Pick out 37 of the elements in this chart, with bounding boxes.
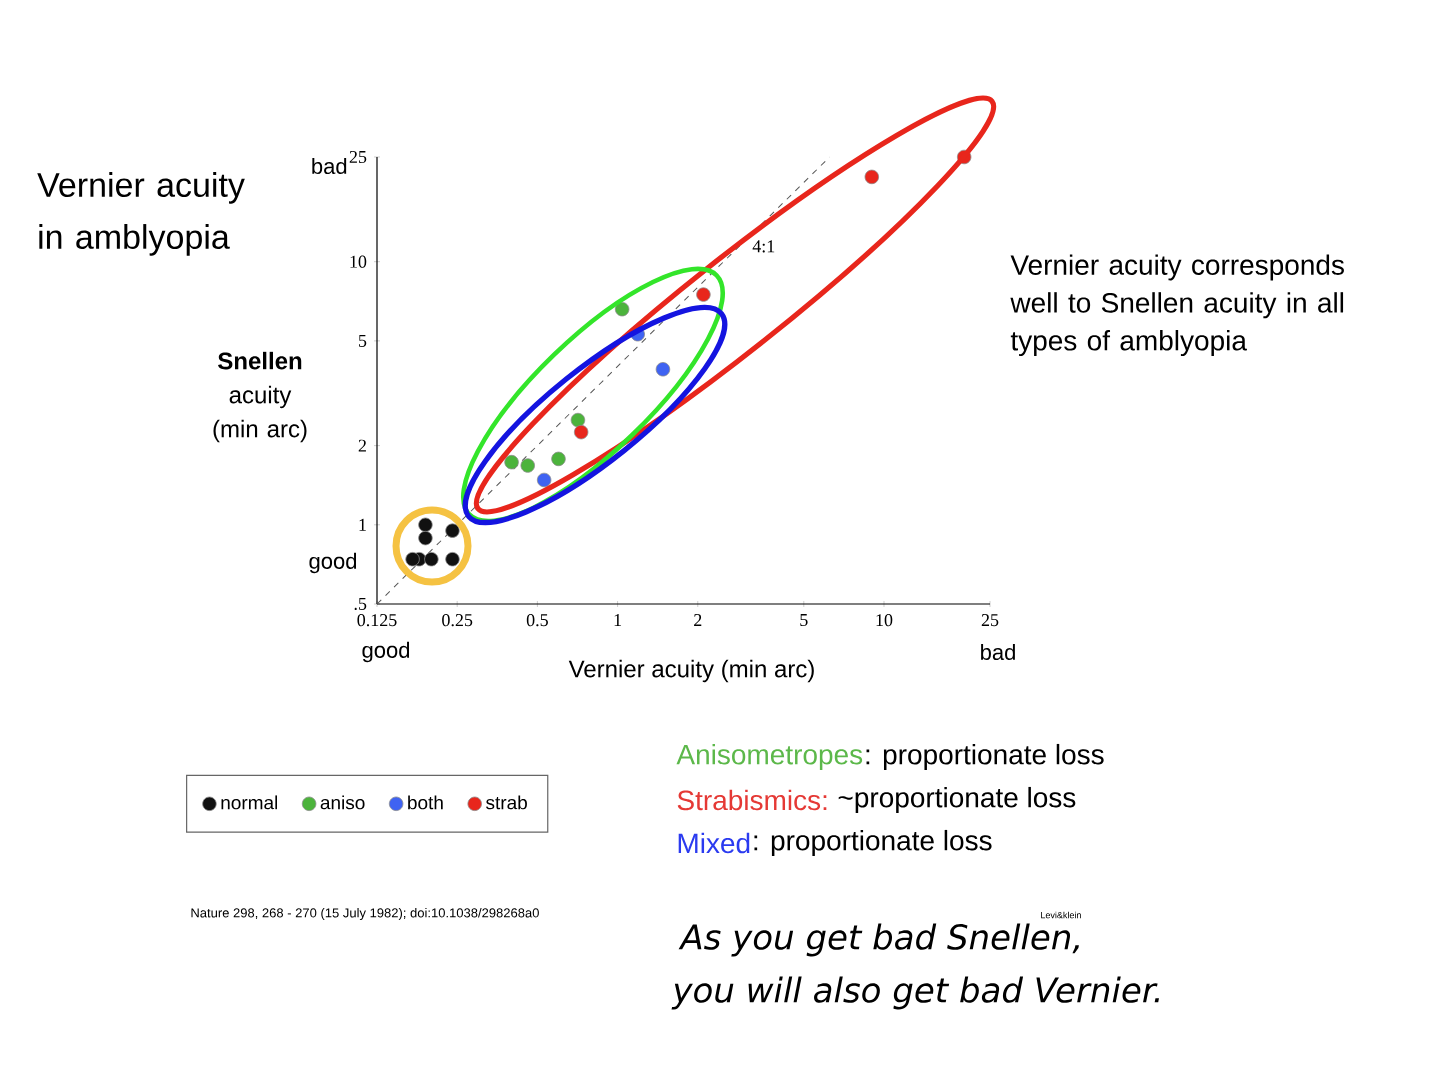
x-tick-label: 25: [981, 614, 999, 627]
legend-label: normal: [221, 795, 278, 810]
text: Anisometropes: [676, 743, 863, 771]
text: : proportionate loss: [866, 743, 1104, 771]
x-tick-label: 0.5: [526, 614, 548, 627]
y-tick-label: 5: [358, 334, 367, 347]
text: bad: [312, 157, 347, 175]
x-tick-label: 0.25: [442, 614, 473, 627]
text: good: [362, 641, 410, 663]
y-axis-title: Snellen acuity (min arc): [213, 351, 307, 443]
series-label: 4:1: [752, 240, 775, 253]
text: ~proportionate loss: [838, 786, 1076, 814]
y-tick-label: .5: [354, 597, 367, 610]
y-tick-label: 1: [359, 518, 366, 531]
y-tick-label: 2: [358, 439, 366, 452]
text: Levi&klein: [1041, 911, 1081, 919]
legend-label: strab: [486, 795, 527, 810]
x-tick-label: 5: [800, 614, 808, 627]
text: As you get bad Snellen,: [678, 923, 1079, 957]
text: good: [309, 552, 357, 574]
x-axis-title: Vernier acuity (min arc): [568, 659, 814, 683]
legend-label: both: [408, 795, 443, 810]
legend-label: aniso: [320, 795, 365, 810]
text: Vernier acuity corresponds well to Snellen acuity in all types of amblyopia: [1010, 254, 1344, 357]
text: Mixed: [678, 832, 750, 854]
x-tick-label: 0.125: [357, 614, 397, 627]
text: bad: [981, 643, 1015, 661]
y-tick-label: 25: [349, 150, 367, 164]
y-tick-label: 10: [350, 255, 367, 268]
x-tick-label: 10: [876, 614, 893, 627]
text: Vernier acuity in amblyopia: [37, 172, 245, 256]
text: : proportionate loss: [754, 829, 992, 857]
text: Nature 298, 268 - 270 (15 July 1982); doi:10.1038/298268a0: [191, 907, 539, 921]
x-tick-label: 2: [694, 614, 702, 626]
x-tick-label: 1: [614, 614, 622, 626]
text: you will also get bad Vernier.: [671, 976, 1159, 1010]
text: Strabismics:: [677, 789, 827, 811]
